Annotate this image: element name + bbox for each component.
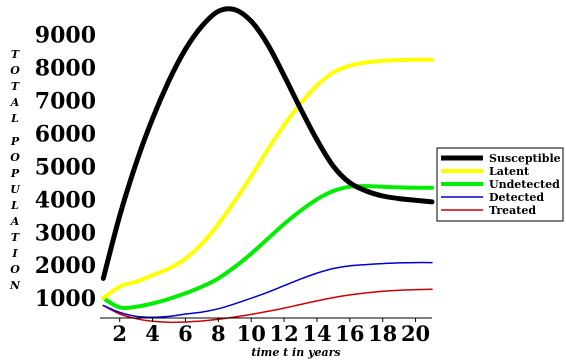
y-axis-title-letter: T	[11, 48, 20, 61]
series-line-susceptible	[100, 6, 435, 281]
y-tick-label: 9000	[35, 22, 96, 48]
y-axis-title-letter: N	[9, 279, 21, 292]
y-tick-label: 6000	[35, 121, 96, 147]
legend-label-detected: Detected	[489, 191, 544, 204]
y-axis-title-letter: P	[10, 167, 20, 180]
legend-label-susceptible: Susceptible	[489, 152, 561, 165]
y-axis-title-letter: A	[10, 96, 20, 109]
y-tick-label: 1000	[35, 286, 96, 312]
x-tick-label: 12	[269, 321, 298, 346]
series-line-detected	[102, 261, 433, 319]
y-axis-title-letter: O	[10, 64, 20, 77]
x-tick-label: 20	[401, 321, 430, 346]
y-tick-label: 8000	[35, 55, 96, 81]
x-tick-label: 2	[112, 321, 127, 346]
x-axis-title: time t in years	[251, 346, 340, 359]
y-tick-label: 2000	[35, 253, 96, 279]
x-tick-label: 10	[237, 321, 266, 346]
y-tick-label: 3000	[35, 220, 96, 246]
x-tick-label: 14	[302, 321, 331, 346]
legend: SusceptibleLatentUndetectedDetectedTreat…	[436, 147, 564, 222]
legend-label-undetected: Undetected	[489, 178, 560, 191]
y-tick-label: 5000	[35, 154, 96, 180]
legend-label-latent: Latent	[489, 165, 530, 178]
series-line-treated	[102, 288, 433, 324]
legend-label-treated: Treated	[489, 204, 536, 217]
x-tick-labels: 2 4 6 8 10 12 14 16 18 20	[112, 321, 430, 346]
x-tick-label: 18	[368, 321, 397, 346]
x-tick-label: 4	[145, 321, 160, 346]
y-axis-title-letter: L	[10, 112, 19, 125]
series-line-latent	[101, 57, 434, 301]
y-axis-title-letter: T	[11, 80, 20, 93]
plot-area	[100, 6, 435, 324]
x-tick-label: 8	[211, 321, 226, 346]
y-tick-label: 7000	[35, 88, 96, 114]
y-axis-title-letter: U	[10, 183, 21, 196]
y-axis-title-letter: A	[10, 215, 20, 228]
series-line-undetected	[101, 184, 434, 311]
y-axis-title-letter: T	[11, 231, 20, 244]
y-axis-title-letter: O	[10, 263, 20, 276]
y-axis-title-letter: I	[11, 247, 18, 260]
y-axis-title-letter: L	[10, 199, 19, 212]
y-tick-labels: 1000 2000 3000 4000 5000 6000 7000 8000 9000	[35, 22, 96, 312]
x-tick-label: 16	[335, 321, 364, 346]
y-axis-title-letter: O	[10, 151, 20, 164]
y-axis-title-letter: P	[10, 135, 20, 148]
x-ticks	[119, 318, 417, 322]
y-tick-label: 4000	[35, 187, 96, 213]
x-tick-label: 6	[178, 321, 193, 346]
